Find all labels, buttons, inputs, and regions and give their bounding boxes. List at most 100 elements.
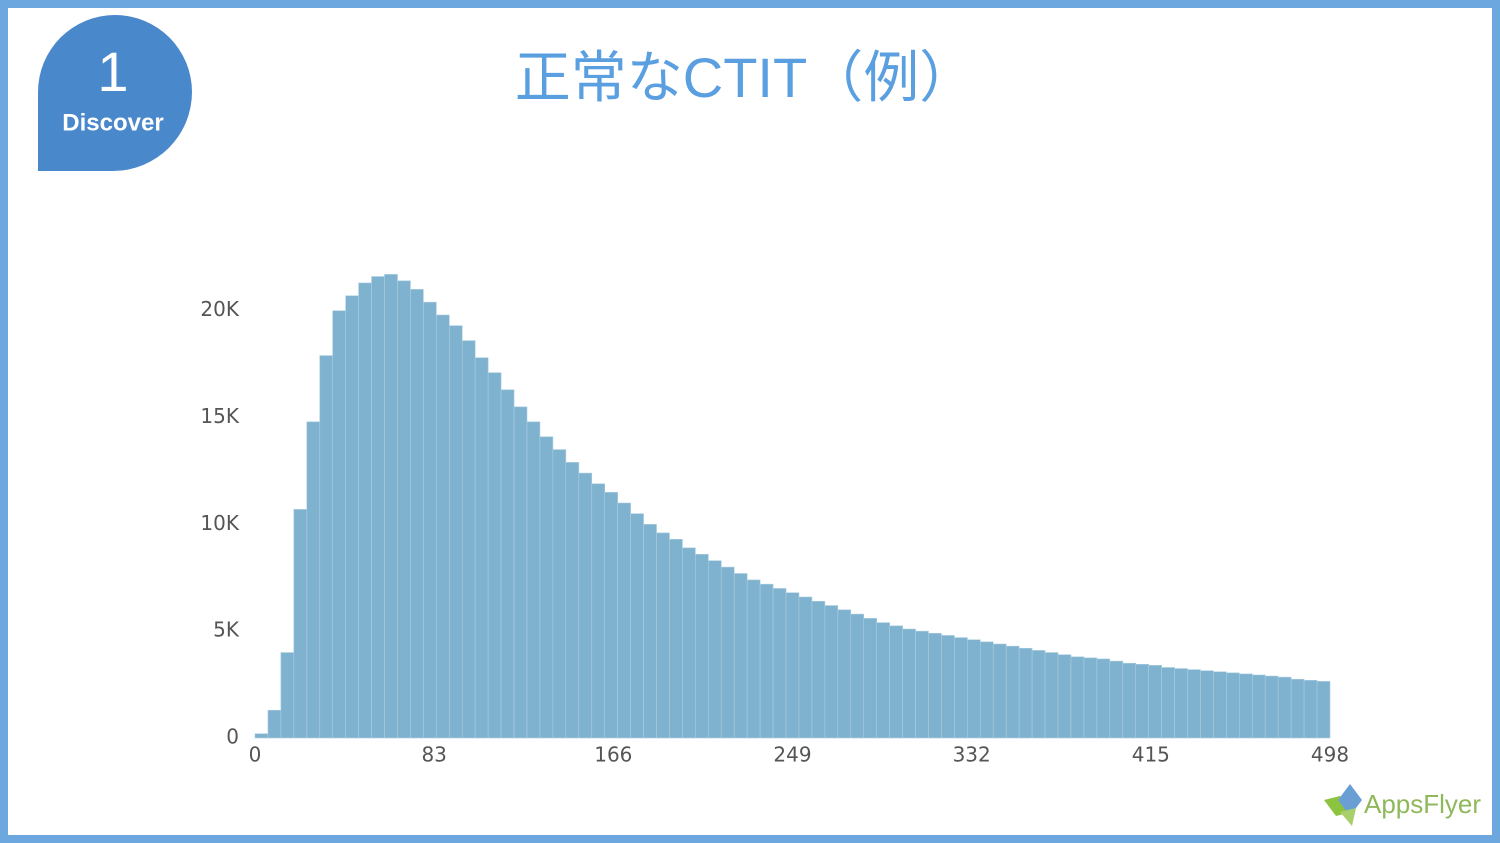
- bar: [772, 588, 787, 739]
- bar: [915, 630, 929, 739]
- logo-icon: [1324, 784, 1362, 826]
- bar: [902, 628, 916, 739]
- logo-text: AppsFlyer: [1364, 789, 1481, 819]
- bar: [1005, 645, 1020, 739]
- bar: [1251, 674, 1266, 739]
- bar: [617, 502, 631, 739]
- bar: [1057, 654, 1072, 739]
- bar: [759, 583, 774, 739]
- bar: [992, 643, 1007, 739]
- badge-label: Discover: [62, 109, 163, 136]
- bar: [267, 709, 282, 739]
- bar: [850, 613, 865, 739]
- bar: [1290, 678, 1305, 739]
- bar: [358, 282, 372, 739]
- bar: [967, 639, 981, 739]
- bar: [604, 492, 618, 739]
- bar: [461, 340, 476, 739]
- bar: [954, 637, 968, 739]
- x-tick-label: 498: [1311, 743, 1349, 767]
- bar: [1277, 676, 1292, 739]
- bar: [656, 532, 670, 739]
- bar: [423, 301, 437, 739]
- bar: [539, 436, 554, 739]
- bar: [1109, 660, 1124, 739]
- bar: [1226, 672, 1240, 739]
- bar: [1303, 680, 1318, 739]
- bar: [863, 618, 877, 739]
- y-tick-label: 15K: [200, 404, 239, 428]
- bar: [876, 622, 890, 739]
- bar: [591, 483, 605, 739]
- bar: [720, 566, 735, 739]
- x-tick-label: 83: [421, 743, 446, 767]
- bar: [1161, 667, 1175, 739]
- bar: [448, 325, 463, 739]
- bar: [254, 733, 269, 739]
- bar: [500, 389, 515, 739]
- badge-number: 1: [97, 40, 128, 103]
- y-tick-label: 10K: [200, 511, 239, 535]
- bar: [1316, 681, 1331, 739]
- x-tick-label: 249: [773, 743, 811, 767]
- bar: [578, 472, 593, 739]
- bar: [1083, 657, 1098, 739]
- bar: [1213, 671, 1227, 739]
- bar: [941, 635, 955, 739]
- bar: [837, 609, 852, 739]
- bar: [1148, 665, 1162, 739]
- bar: [708, 560, 722, 739]
- bar: [345, 295, 359, 739]
- x-tick-label: 415: [1132, 743, 1170, 767]
- bar: [695, 553, 709, 739]
- bar: [1070, 656, 1085, 739]
- bar: [1239, 673, 1253, 739]
- bar: [436, 314, 450, 739]
- bar: [630, 513, 644, 739]
- bar: [980, 641, 994, 739]
- logo-shape: [1340, 808, 1356, 826]
- bar: [1031, 650, 1046, 739]
- bar: [526, 421, 541, 739]
- x-tick-label: 166: [594, 743, 632, 767]
- bar: [1264, 675, 1279, 739]
- bar: [733, 573, 748, 739]
- x-tick-label: 332: [953, 743, 991, 767]
- bar: [669, 539, 683, 739]
- y-tick-label: 0: [226, 725, 239, 749]
- bar: [1018, 647, 1033, 739]
- bar: [474, 357, 489, 739]
- bar: [552, 449, 567, 739]
- bar: [1135, 663, 1149, 739]
- bar: [513, 406, 528, 739]
- bar: [928, 633, 942, 739]
- x-tick-label: 0: [249, 743, 262, 767]
- y-tick-label: 5K: [213, 618, 240, 642]
- bar: [811, 600, 826, 739]
- bar: [889, 625, 903, 739]
- bar: [643, 524, 657, 739]
- bar: [332, 310, 346, 739]
- bar: [293, 509, 308, 739]
- bar: [1187, 669, 1201, 739]
- bar: [280, 652, 295, 739]
- bar: [565, 462, 580, 739]
- bar: [682, 547, 696, 739]
- bar: [410, 289, 424, 739]
- bar: [371, 276, 385, 739]
- bar: [785, 592, 800, 739]
- bar: [384, 274, 398, 739]
- bar: [306, 421, 321, 739]
- bar: [1200, 670, 1214, 739]
- y-tick-label: 20K: [200, 297, 239, 321]
- bar: [487, 372, 502, 739]
- bar: [397, 280, 411, 739]
- bar: [1174, 668, 1188, 739]
- chart-title: 正常なCTIT（例）: [515, 46, 975, 109]
- bar: [746, 579, 761, 739]
- bar: [1122, 662, 1137, 739]
- badge: [38, 15, 192, 171]
- bar: [1044, 652, 1059, 739]
- bar: [319, 355, 334, 739]
